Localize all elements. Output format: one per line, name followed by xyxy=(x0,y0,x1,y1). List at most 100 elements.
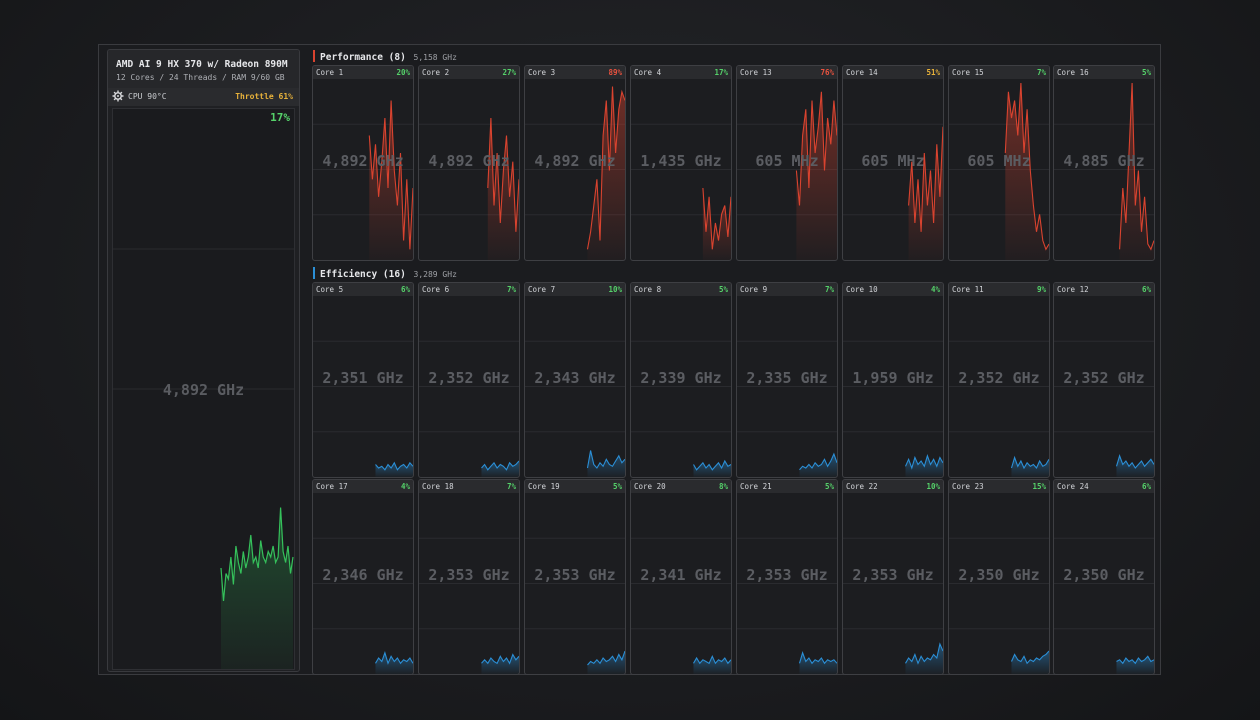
core-tile[interactable]: Core 5 6% 2,351 GHz xyxy=(312,282,414,478)
core-tile[interactable]: Core 7 10% 2,343 GHz xyxy=(524,282,626,478)
core-usage: 51% xyxy=(926,68,940,77)
core-usage: 9% xyxy=(1036,285,1046,294)
core-tile[interactable]: Core 8 5% 2,339 GHz xyxy=(630,282,732,478)
core-name: Core 19 xyxy=(528,482,560,491)
core-tile[interactable]: Core 3 89% 4,892 GHz xyxy=(524,65,626,261)
core-tile-header: Core 2 27% xyxy=(419,66,519,79)
core-usage: 5% xyxy=(824,482,834,491)
core-usage: 10% xyxy=(608,285,622,294)
core-tile[interactable]: Core 4 17% 1,435 GHz xyxy=(630,65,732,261)
core-history-chart xyxy=(313,537,413,674)
core-usage: 6% xyxy=(1141,482,1151,491)
core-tile-header: Core 24 6% xyxy=(1054,480,1154,493)
core-tile[interactable]: Core 14 51% 605 MHz xyxy=(842,65,944,261)
core-history-line xyxy=(1010,650,1049,665)
cpu-name: AMD AI 9 HX 370 w/ Radeon 890M xyxy=(116,59,288,70)
core-history-chart xyxy=(419,340,519,477)
core-tile[interactable]: Core 15 7% 605 MHz xyxy=(948,65,1050,261)
core-name: Core 21 xyxy=(740,482,772,491)
core-frequency: 1,435 GHz xyxy=(640,152,722,170)
core-usage: 7% xyxy=(506,482,516,491)
core-tile-header: Core 20 8% xyxy=(631,480,731,493)
core-usage: 76% xyxy=(820,68,834,77)
core-tile-header: Core 9 7% xyxy=(737,283,837,296)
core-tile-header: Core 7 10% xyxy=(525,283,625,296)
core-tile-header: Core 4 17% xyxy=(631,66,731,79)
core-tile[interactable]: Core 13 76% 605 MHz xyxy=(736,65,838,261)
core-history-area xyxy=(1011,457,1049,477)
core-tile[interactable]: Core 17 4% 2,346 GHz xyxy=(312,479,414,675)
cpu-total-line xyxy=(220,507,294,602)
core-tile[interactable]: Core 12 6% 2,352 GHz xyxy=(1053,282,1155,478)
gear-icon[interactable] xyxy=(112,90,124,102)
core-frequency: 2,335 GHz xyxy=(746,369,828,387)
core-tile[interactable]: Core 18 7% 2,353 GHz xyxy=(418,479,520,675)
core-tile[interactable]: Core 11 9% 2,352 GHz xyxy=(948,282,1050,478)
core-history-chart xyxy=(525,86,625,260)
core-tile-header: Core 21 5% xyxy=(737,480,837,493)
core-tile-header: Core 6 7% xyxy=(419,283,519,296)
core-tile-header: Core 15 7% xyxy=(949,66,1049,79)
core-history-chart xyxy=(631,123,731,260)
core-usage: 4% xyxy=(400,482,410,491)
core-history-chart xyxy=(525,537,625,674)
core-tile[interactable]: Core 16 5% 4,885 GHz xyxy=(1053,65,1155,261)
core-tile[interactable]: Core 9 7% 2,335 GHz xyxy=(736,282,838,478)
core-history-chart xyxy=(631,537,731,674)
core-tile[interactable]: Core 23 15% 2,350 GHz xyxy=(948,479,1050,675)
core-tile[interactable]: Core 22 10% 2,353 GHz xyxy=(842,479,944,675)
core-tile[interactable]: Core 20 8% 2,341 GHz xyxy=(630,479,732,675)
core-usage: 5% xyxy=(612,482,622,491)
core-history-line xyxy=(693,654,731,665)
core-frequency: 2,350 GHz xyxy=(1063,566,1145,584)
core-frequency: 2,352 GHz xyxy=(428,369,510,387)
core-frequency: 605 MHz xyxy=(967,152,1031,170)
cpu-total-graph: 17% 4,892 GHz xyxy=(112,108,295,670)
core-frequency: 2,343 GHz xyxy=(534,369,616,387)
core-tile[interactable]: Core 21 5% 2,353 GHz xyxy=(736,479,838,675)
core-frequency: 2,350 GHz xyxy=(958,566,1040,584)
core-frequency: 4,892 GHz xyxy=(322,152,404,170)
core-history-chart xyxy=(525,340,625,477)
core-tile[interactable]: Core 2 27% 4,892 GHz xyxy=(418,65,520,261)
efficiency-group-frequency: 3,289 GHz xyxy=(413,270,457,279)
core-history-area xyxy=(481,654,519,674)
core-name: Core 6 xyxy=(422,285,450,294)
core-usage: 6% xyxy=(1141,285,1151,294)
core-tile-header: Core 8 5% xyxy=(631,283,731,296)
core-history-line xyxy=(481,653,519,665)
cpu-total-history-chart xyxy=(113,248,294,669)
core-history-area xyxy=(375,652,413,674)
core-name: Core 7 xyxy=(528,285,556,294)
core-tile[interactable]: Core 10 4% 1,959 GHz xyxy=(842,282,944,478)
core-tile[interactable]: Core 24 6% 2,350 GHz xyxy=(1053,479,1155,675)
core-history-line xyxy=(481,460,519,471)
core-history-line xyxy=(702,187,731,250)
core-history-line xyxy=(693,459,731,471)
core-history-area xyxy=(799,454,837,477)
core-history-chart xyxy=(843,537,943,674)
core-tile[interactable]: Core 6 7% 2,352 GHz xyxy=(418,282,520,478)
core-name: Core 10 xyxy=(846,285,878,294)
core-frequency: 1,959 GHz xyxy=(852,369,934,387)
core-usage: 7% xyxy=(506,285,516,294)
core-tile[interactable]: Core 1 20% 4,892 GHz xyxy=(312,65,414,261)
core-history-chart xyxy=(1054,340,1154,477)
core-history-chart xyxy=(419,117,519,260)
core-history-area xyxy=(693,461,731,477)
core-history-area xyxy=(799,652,837,674)
core-history-chart xyxy=(737,340,837,477)
core-tile[interactable]: Core 19 5% 2,353 GHz xyxy=(524,479,626,675)
core-history-chart xyxy=(1054,537,1154,674)
core-name: Core 20 xyxy=(634,482,666,491)
core-history-chart xyxy=(843,340,943,477)
core-usage: 8% xyxy=(718,482,728,491)
core-history-area xyxy=(487,118,519,260)
core-frequency: 2,352 GHz xyxy=(958,369,1040,387)
core-tile-header: Core 10 4% xyxy=(843,283,943,296)
core-history-line xyxy=(368,100,413,250)
core-usage: 89% xyxy=(608,68,622,77)
core-tile-header: Core 22 10% xyxy=(843,480,943,493)
core-history-area xyxy=(369,100,413,260)
core-frequency: 2,353 GHz xyxy=(534,566,616,584)
